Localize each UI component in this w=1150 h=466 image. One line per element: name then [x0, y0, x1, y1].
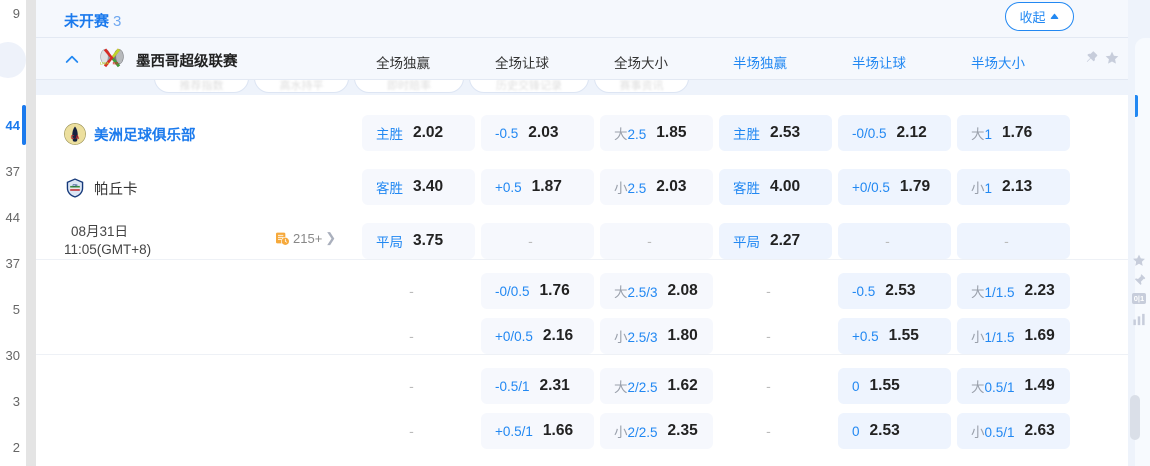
svg-text:MX: MX	[113, 61, 119, 65]
svg-text:LIGA: LIGA	[100, 61, 109, 65]
svg-text:CF: CF	[72, 184, 78, 188]
svg-text:A: A	[75, 135, 79, 141]
svg-text:C: C	[71, 135, 75, 141]
